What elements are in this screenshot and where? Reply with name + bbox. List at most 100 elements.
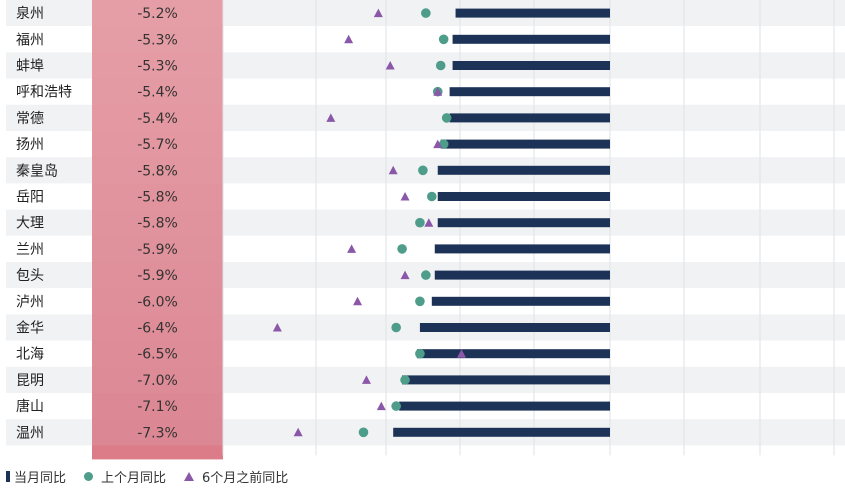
data-label: -6.4% (137, 321, 178, 337)
legend-triangle-swatch (184, 471, 195, 481)
value-cell-background (92, 0, 223, 27)
category-label: 常德 (16, 111, 44, 127)
category-label: 福州 (16, 32, 44, 48)
value-cell-background (92, 419, 223, 446)
category-label: 蚌埠 (16, 58, 44, 75)
bar-current (449, 87, 610, 97)
value-cell-background (92, 235, 223, 263)
value-cell-background (92, 52, 223, 80)
value-cell-background (92, 314, 223, 342)
category-label: 泸州 (16, 294, 44, 310)
triangle-six-months (272, 323, 282, 332)
category-label: 包头 (16, 268, 44, 284)
dot-last-month (397, 244, 407, 254)
dot-last-month (391, 401, 401, 411)
triangle-six-months (326, 113, 336, 122)
category-label: 兰州 (16, 242, 44, 258)
dot-last-month (421, 8, 431, 18)
chart-legend: 当月同比 上个月同比 6个月之前同比 (6, 466, 306, 486)
bar-current (434, 244, 610, 254)
dot-last-month (415, 296, 425, 307)
category-label: 金华 (16, 321, 44, 337)
value-cell-background (92, 340, 223, 368)
legend-bar-swatch (6, 470, 10, 482)
data-label: -5.9% (137, 242, 178, 258)
bar-current (452, 34, 610, 44)
legend-dot-swatch (84, 471, 94, 481)
category-label: 扬州 (16, 137, 44, 153)
bar-current (399, 401, 610, 411)
data-label: -5.3% (137, 32, 178, 48)
bar-current (416, 349, 610, 359)
dot-last-month (438, 34, 449, 45)
dot-last-month (400, 375, 410, 385)
bar-current (437, 218, 610, 228)
data-label: -6.5% (137, 347, 178, 363)
bar-current (402, 375, 610, 385)
triangle-six-months (373, 8, 383, 18)
bar-current (419, 323, 610, 332)
legend-item-last-month: 上个月同比 (84, 467, 166, 486)
triangle-six-months (347, 244, 357, 253)
value-cell-background (92, 288, 223, 315)
legend-label-current: 当月同比 (14, 470, 67, 486)
triangle-six-months (353, 296, 363, 306)
dot-last-month (418, 165, 428, 176)
value-cell-background (92, 209, 223, 237)
category-label: 呼和浩特 (16, 85, 72, 101)
triangle-six-months (457, 349, 466, 358)
legend-label-last-month: 上个月同比 (101, 470, 167, 486)
dot-last-month (441, 113, 452, 123)
data-label: -7.0% (137, 373, 178, 389)
triangle-six-months (361, 375, 371, 384)
triangle-six-months (385, 61, 395, 70)
triangle-six-months (388, 165, 398, 175)
data-label: -5.7% (137, 137, 178, 153)
dot-last-month (427, 191, 437, 202)
data-label: -5.4% (137, 111, 178, 127)
dot-last-month (421, 270, 431, 280)
data-label: -7.3% (137, 425, 178, 441)
data-label: -5.2% (137, 6, 178, 22)
triangle-six-months (433, 87, 443, 96)
value-cell-background (92, 262, 223, 289)
category-label: 昆明 (16, 373, 44, 389)
dot-last-month (435, 60, 446, 71)
value-cell-background (92, 445, 223, 460)
legend-label-six-months: 6个月之前同比 (202, 470, 289, 486)
data-label: -5.4% (137, 85, 178, 101)
category-label: 泉州 (16, 5, 44, 22)
data-label: -5.8% (137, 216, 178, 232)
value-cell-background (92, 157, 223, 184)
data-label: -5.3% (137, 59, 178, 75)
bar-current (434, 270, 610, 280)
legend-item-six-months: 6个月之前同比 (184, 467, 288, 486)
category-label: 大理 (16, 216, 44, 232)
bar-current (431, 296, 610, 306)
triangle-six-months (400, 192, 410, 201)
triangle-six-months (400, 270, 410, 280)
data-label: -5.9% (137, 268, 178, 284)
bar-current (452, 61, 610, 70)
category-label: 岳阳 (16, 190, 44, 206)
dot-last-month (391, 322, 401, 333)
bar-current (437, 165, 610, 175)
value-cell-background (92, 26, 223, 53)
bar-current (437, 192, 610, 201)
value-cell-background (92, 78, 223, 106)
data-label: -5.8% (137, 163, 178, 179)
category-label: 温州 (16, 425, 44, 441)
category-label: 唐山 (16, 398, 44, 415)
triangle-six-months (376, 401, 386, 411)
data-label: -5.8% (137, 190, 178, 206)
bar-current (393, 427, 610, 437)
bar-current (449, 113, 610, 123)
data-label: -7.1% (137, 399, 178, 415)
triangle-six-months (344, 34, 354, 44)
triangle-six-months (424, 218, 434, 227)
dot-last-month (358, 427, 369, 438)
dot-last-month (415, 217, 425, 228)
bar-current (440, 139, 610, 149)
value-cell-background (92, 393, 223, 420)
value-cell-background (92, 183, 223, 211)
